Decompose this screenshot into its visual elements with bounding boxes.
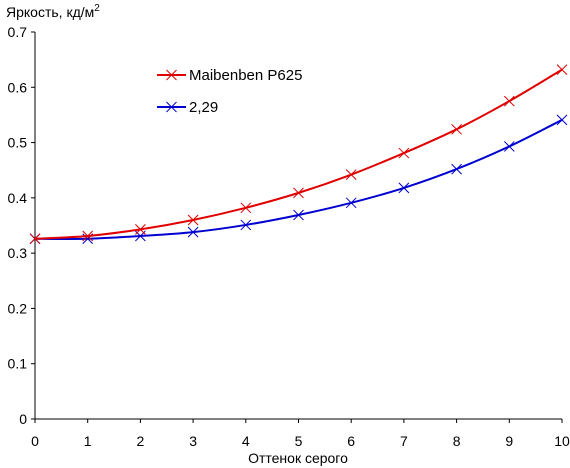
x-tick-label: 1 <box>84 433 92 449</box>
data-point-marker <box>556 64 568 75</box>
data-point-marker <box>503 95 515 107</box>
y-axis-title-superscript: 2 <box>94 3 100 14</box>
x-ticks: 0 1 2 3 4 5 6 7 8 9 10 <box>31 419 570 449</box>
series-0 <box>29 64 568 245</box>
y-tick-label: 0 <box>19 411 27 427</box>
y-axis-title-text: Яркость, кд/м <box>6 4 94 20</box>
data-point-marker <box>187 226 199 238</box>
y-tick-label: 0.7 <box>8 24 28 40</box>
data-point-marker <box>556 114 568 126</box>
data-point-marker <box>451 123 462 135</box>
x-axis-title: Оттенок серого <box>248 450 348 466</box>
x-tick-label: 8 <box>453 433 461 449</box>
x-tick-label: 2 <box>137 433 145 449</box>
series-layer <box>29 64 568 245</box>
x-tick-label: 10 <box>554 433 570 449</box>
y-tick-label: 0.4 <box>8 190 28 206</box>
svg-text:Яркость, кд/м2: Яркость, кд/м2 <box>6 3 100 20</box>
series-1 <box>29 114 568 245</box>
data-point-marker <box>293 209 304 221</box>
series-line <box>34 119 563 240</box>
data-point-marker <box>451 163 462 175</box>
x-tick-label: 7 <box>400 433 408 449</box>
data-point-marker <box>398 147 410 159</box>
series-line <box>34 68 563 240</box>
data-point-marker <box>398 182 410 194</box>
data-point-marker <box>135 224 146 235</box>
y-ticks: 0 0.1 0.2 0.3 0.4 0.5 0.6 0.7 <box>8 24 35 427</box>
data-point-marker <box>503 141 515 152</box>
x-tick-label: 6 <box>347 433 355 449</box>
legend-item: 2,29 <box>157 99 218 116</box>
data-point-marker <box>29 233 41 245</box>
x-tick-label: 0 <box>31 433 39 449</box>
data-point-marker <box>82 230 94 242</box>
y-tick-label: 0.1 <box>8 356 28 372</box>
x-tick-label: 3 <box>189 433 197 449</box>
x-tick-label: 5 <box>295 433 303 449</box>
data-point-marker <box>345 169 357 180</box>
data-point-marker <box>293 187 304 199</box>
data-point-marker <box>240 219 252 231</box>
x-tick-label: 9 <box>505 433 513 449</box>
data-point-marker <box>345 197 357 209</box>
y-tick-label: 0.6 <box>8 79 28 95</box>
x-tick-label: 4 <box>242 433 250 449</box>
y-tick-label: 0.2 <box>8 300 28 316</box>
y-axis-title: Яркость, кд/м2 <box>6 3 100 20</box>
legend-label: Maibenben P625 <box>189 67 302 84</box>
legend-marker <box>166 69 177 81</box>
y-tick-label: 0.3 <box>8 245 28 261</box>
legend-item: Maibenben P625 <box>157 67 302 84</box>
legend-marker <box>166 101 177 113</box>
data-point-marker <box>240 202 252 214</box>
legend: Maibenben P625 2,29 <box>157 67 302 116</box>
data-point-marker <box>187 214 199 226</box>
legend-label: 2,29 <box>189 99 218 116</box>
y-tick-label: 0.5 <box>8 135 28 151</box>
